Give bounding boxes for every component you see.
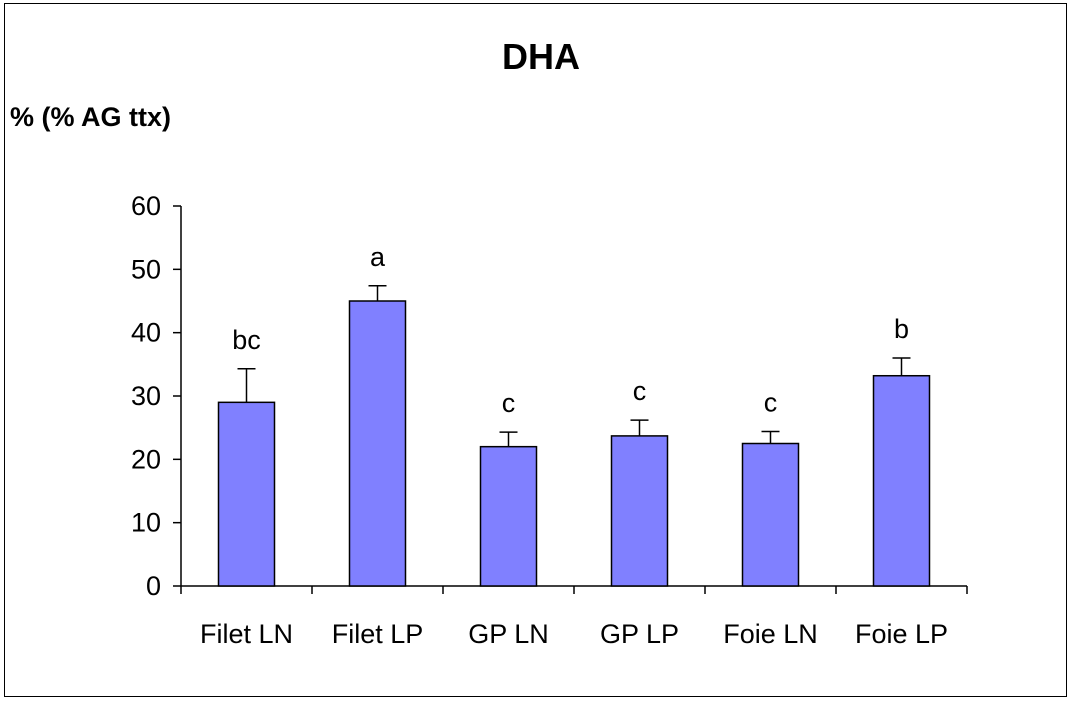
category-label: Foie LN [723,619,818,649]
bar [217,401,276,587]
y-tick-label: 50 [131,254,161,284]
chart-title: DHA [502,36,580,77]
significance-label: bc [232,325,261,355]
y-tick-label: 10 [131,508,161,538]
bar [741,442,800,587]
y-tick-label: 20 [131,444,161,474]
significance-label: c [633,376,647,406]
chart-frame [4,3,1067,697]
significance-label: a [370,242,386,272]
category-label: Filet LN [200,619,293,649]
category-label: GP LP [600,619,679,649]
y-tick-label: 40 [131,318,161,348]
category-label: Filet LP [332,619,424,649]
y-tick-label: 0 [146,571,161,601]
category-label: Foie LP [855,619,948,649]
y-tick-label: 60 [131,191,161,221]
significance-label: c [764,387,778,417]
bar [479,445,538,587]
bar [610,435,669,587]
bar [348,300,407,587]
bar [872,374,931,587]
y-tick-label: 30 [131,381,161,411]
significance-label: b [894,314,909,344]
category-label: GP LN [468,619,549,649]
y-axis-label: % (% AG ttx) [10,102,171,132]
significance-label: c [502,388,516,418]
